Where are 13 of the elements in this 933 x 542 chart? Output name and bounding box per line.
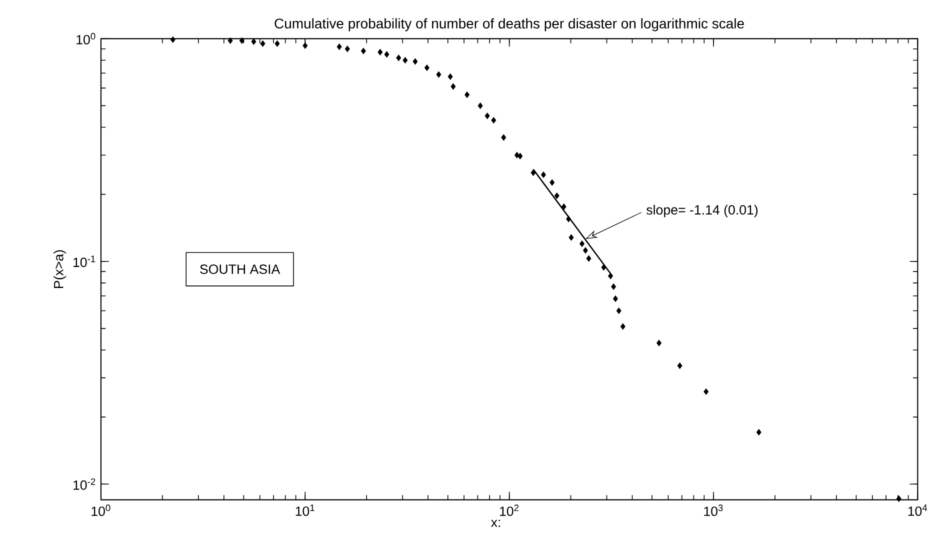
y-tick-label: 10$^{-1}$ <box>74 256 96 268</box>
y-tick-label: 10$^{0}$ <box>76 33 96 44</box>
y-tick-label: 10$^{-2}$ <box>74 478 96 490</box>
x-tick-label: 10$^{1}$ <box>296 504 314 516</box>
x-tick-label: 10$^{0}$ <box>92 504 110 516</box>
x-tick-label: 10$^{2}$ <box>500 504 519 516</box>
x-axis-title: x: <box>490 520 500 527</box>
y-axis-title: P(x>a) <box>54 250 66 288</box>
chart-title: Cumulative probability of number of deaths per disaster on logarithmic scale <box>274 18 744 32</box>
x-tick-label: 10$^{3}$ <box>704 504 723 516</box>
annotation: SOUTH ASIA <box>200 264 280 274</box>
x-tick-label: 10$^{4}$ <box>908 504 928 516</box>
annotation: slope= -1.14 (0.01) <box>646 204 758 218</box>
